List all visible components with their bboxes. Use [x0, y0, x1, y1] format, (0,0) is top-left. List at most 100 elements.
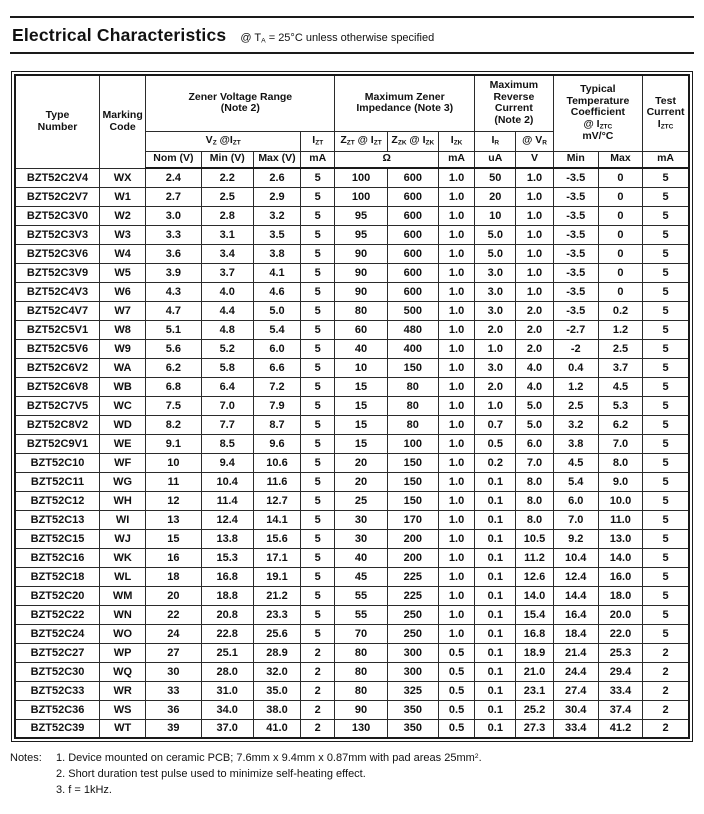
zzk-cell: 600 [386, 224, 439, 245]
vz-max-cell: 7.9 [252, 395, 302, 416]
zzk-cell: 600 [386, 243, 439, 264]
izk-cell: 1.0 [437, 224, 476, 245]
zzt-cell: 60 [334, 319, 388, 340]
header-test-current: Test Current IZTC [642, 74, 690, 152]
marking-code-cell: WR [98, 680, 147, 701]
header-zzk: ZZK @ IZK [386, 130, 439, 152]
table-row: BZT52C2V4 WX 2.4 2.2 2.6 5 100 600 1.0 50 1.0 -3.5 0… [14, 167, 690, 188]
type-number-cell: BZT52C9V1 [14, 433, 100, 454]
ir-cell: 0.5 [474, 433, 517, 454]
vr-cell: 2.0 [515, 338, 554, 359]
vz-nom-cell: 11 [145, 471, 202, 492]
tc-max-cell: 41.2 [597, 718, 644, 739]
tc-min-cell: 10.4 [552, 547, 599, 568]
vz-nom-cell: 22 [145, 604, 202, 625]
izk-cell: 1.0 [437, 528, 476, 549]
vr-cell: 15.4 [515, 604, 554, 625]
vr-cell: 14.0 [515, 585, 554, 606]
izt-cell: 5 [300, 186, 336, 207]
tc-min-cell: -2 [552, 338, 599, 359]
ir-cell: 0.1 [474, 699, 517, 720]
vr-cell: 5.0 [515, 414, 554, 435]
izt-cell: 5 [300, 281, 336, 302]
vz-max-cell: 41.0 [252, 718, 302, 739]
vz-nom-cell: 30 [145, 661, 202, 682]
izt-cell: 5 [300, 585, 336, 606]
note-item: 1. Device mounted on ceramic PCB; 7.6mm … [56, 752, 482, 764]
vz-nom-cell: 36 [145, 699, 202, 720]
marking-code-cell: W8 [98, 319, 147, 340]
zzt-cell: 25 [334, 490, 388, 511]
vz-nom-cell: 3.6 [145, 243, 202, 264]
table-row: BZT52C3V3 W3 3.3 3.1 3.5 5 95 600 1.0 5.0 1.0 -3.5 0… [14, 224, 690, 245]
header-type-number: Type Number [14, 74, 100, 169]
iztc-cell: 5 [642, 376, 690, 397]
vz-nom-cell: 6.8 [145, 376, 202, 397]
marking-code-cell: WC [98, 395, 147, 416]
type-number-cell: BZT52C3V6 [14, 243, 100, 264]
vz-min-cell: 12.4 [200, 509, 254, 530]
tc-min-cell: -3.5 [552, 186, 599, 207]
izt-cell: 5 [300, 414, 336, 435]
tc-max-cell: 5.3 [597, 395, 644, 416]
type-number-cell: BZT52C4V3 [14, 281, 100, 302]
tc-max-cell: 0 [597, 262, 644, 283]
izk-cell: 1.0 [437, 623, 476, 644]
vz-max-cell: 2.6 [252, 167, 302, 188]
zzk-cell: 150 [386, 471, 439, 492]
table-row: BZT52C10 WF 10 9.4 10.6 5 20 150 1.0 0.2 7.0 4.5 8.0… [14, 452, 690, 473]
tc-max-cell: 3.7 [597, 357, 644, 378]
zzk-cell: 600 [386, 186, 439, 207]
vz-min-cell: 16.8 [200, 566, 254, 587]
header-max-reverse-current: Maximum Reverse Current (Note 2) [474, 74, 554, 132]
tc-min-cell: -3.5 [552, 167, 599, 188]
vz-max-cell: 9.6 [252, 433, 302, 454]
table-row: BZT52C39 WT 39 37.0 41.0 2 130 350 0.5 0.1 27.3 33.… [14, 718, 690, 739]
marking-code-cell: WF [98, 452, 147, 473]
izt-cell: 5 [300, 319, 336, 340]
tc-min-cell: 4.5 [552, 452, 599, 473]
zzk-cell: 80 [386, 395, 439, 416]
vz-nom-cell: 16 [145, 547, 202, 568]
vz-min-cell: 10.4 [200, 471, 254, 492]
tc-min-cell: -3.5 [552, 300, 599, 321]
iztc-cell: 5 [642, 566, 690, 587]
vz-min-cell: 9.4 [200, 452, 254, 473]
izk-cell: 1.0 [437, 319, 476, 340]
tc-min-cell: -3.5 [552, 262, 599, 283]
vr-cell: 6.0 [515, 433, 554, 454]
notes-label: Notes: [10, 752, 42, 764]
ir-cell: 0.1 [474, 642, 517, 663]
izk-cell: 1.0 [437, 376, 476, 397]
table-row: BZT52C16 WK 16 15.3 17.1 5 40 200 1.0 0.1 11.2 10.4… [14, 547, 690, 568]
ir-cell: 0.1 [474, 566, 517, 587]
type-number-cell: BZT52C20 [14, 585, 100, 606]
zzk-cell: 250 [386, 604, 439, 625]
electrical-characteristics-table: Type Number Marking Code Zener Voltage R… [14, 74, 690, 739]
header-vz-at-izt: VZ @IZT [145, 130, 302, 152]
zzt-cell: 30 [334, 509, 388, 530]
zzk-cell: 300 [386, 642, 439, 663]
vz-max-cell: 28.9 [252, 642, 302, 663]
vr-cell: 10.5 [515, 528, 554, 549]
vz-min-cell: 25.1 [200, 642, 254, 663]
vr-cell: 2.0 [515, 319, 554, 340]
izt-cell: 5 [300, 528, 336, 549]
vz-max-cell: 38.0 [252, 699, 302, 720]
zzt-cell: 15 [334, 433, 388, 454]
marking-code-cell: WM [98, 585, 147, 606]
ir-cell: 0.1 [474, 604, 517, 625]
zzk-cell: 600 [386, 262, 439, 283]
marking-code-cell: W7 [98, 300, 147, 321]
vz-nom-cell: 4.7 [145, 300, 202, 321]
vz-max-cell: 4.1 [252, 262, 302, 283]
vz-max-cell: 25.6 [252, 623, 302, 644]
zzk-cell: 600 [386, 205, 439, 226]
zzt-cell: 70 [334, 623, 388, 644]
vz-min-cell: 3.7 [200, 262, 254, 283]
type-number-cell: BZT52C27 [14, 642, 100, 663]
ir-cell: 0.1 [474, 718, 517, 739]
zzk-cell: 500 [386, 300, 439, 321]
iztc-cell: 5 [642, 338, 690, 359]
vz-min-cell: 2.2 [200, 167, 254, 188]
